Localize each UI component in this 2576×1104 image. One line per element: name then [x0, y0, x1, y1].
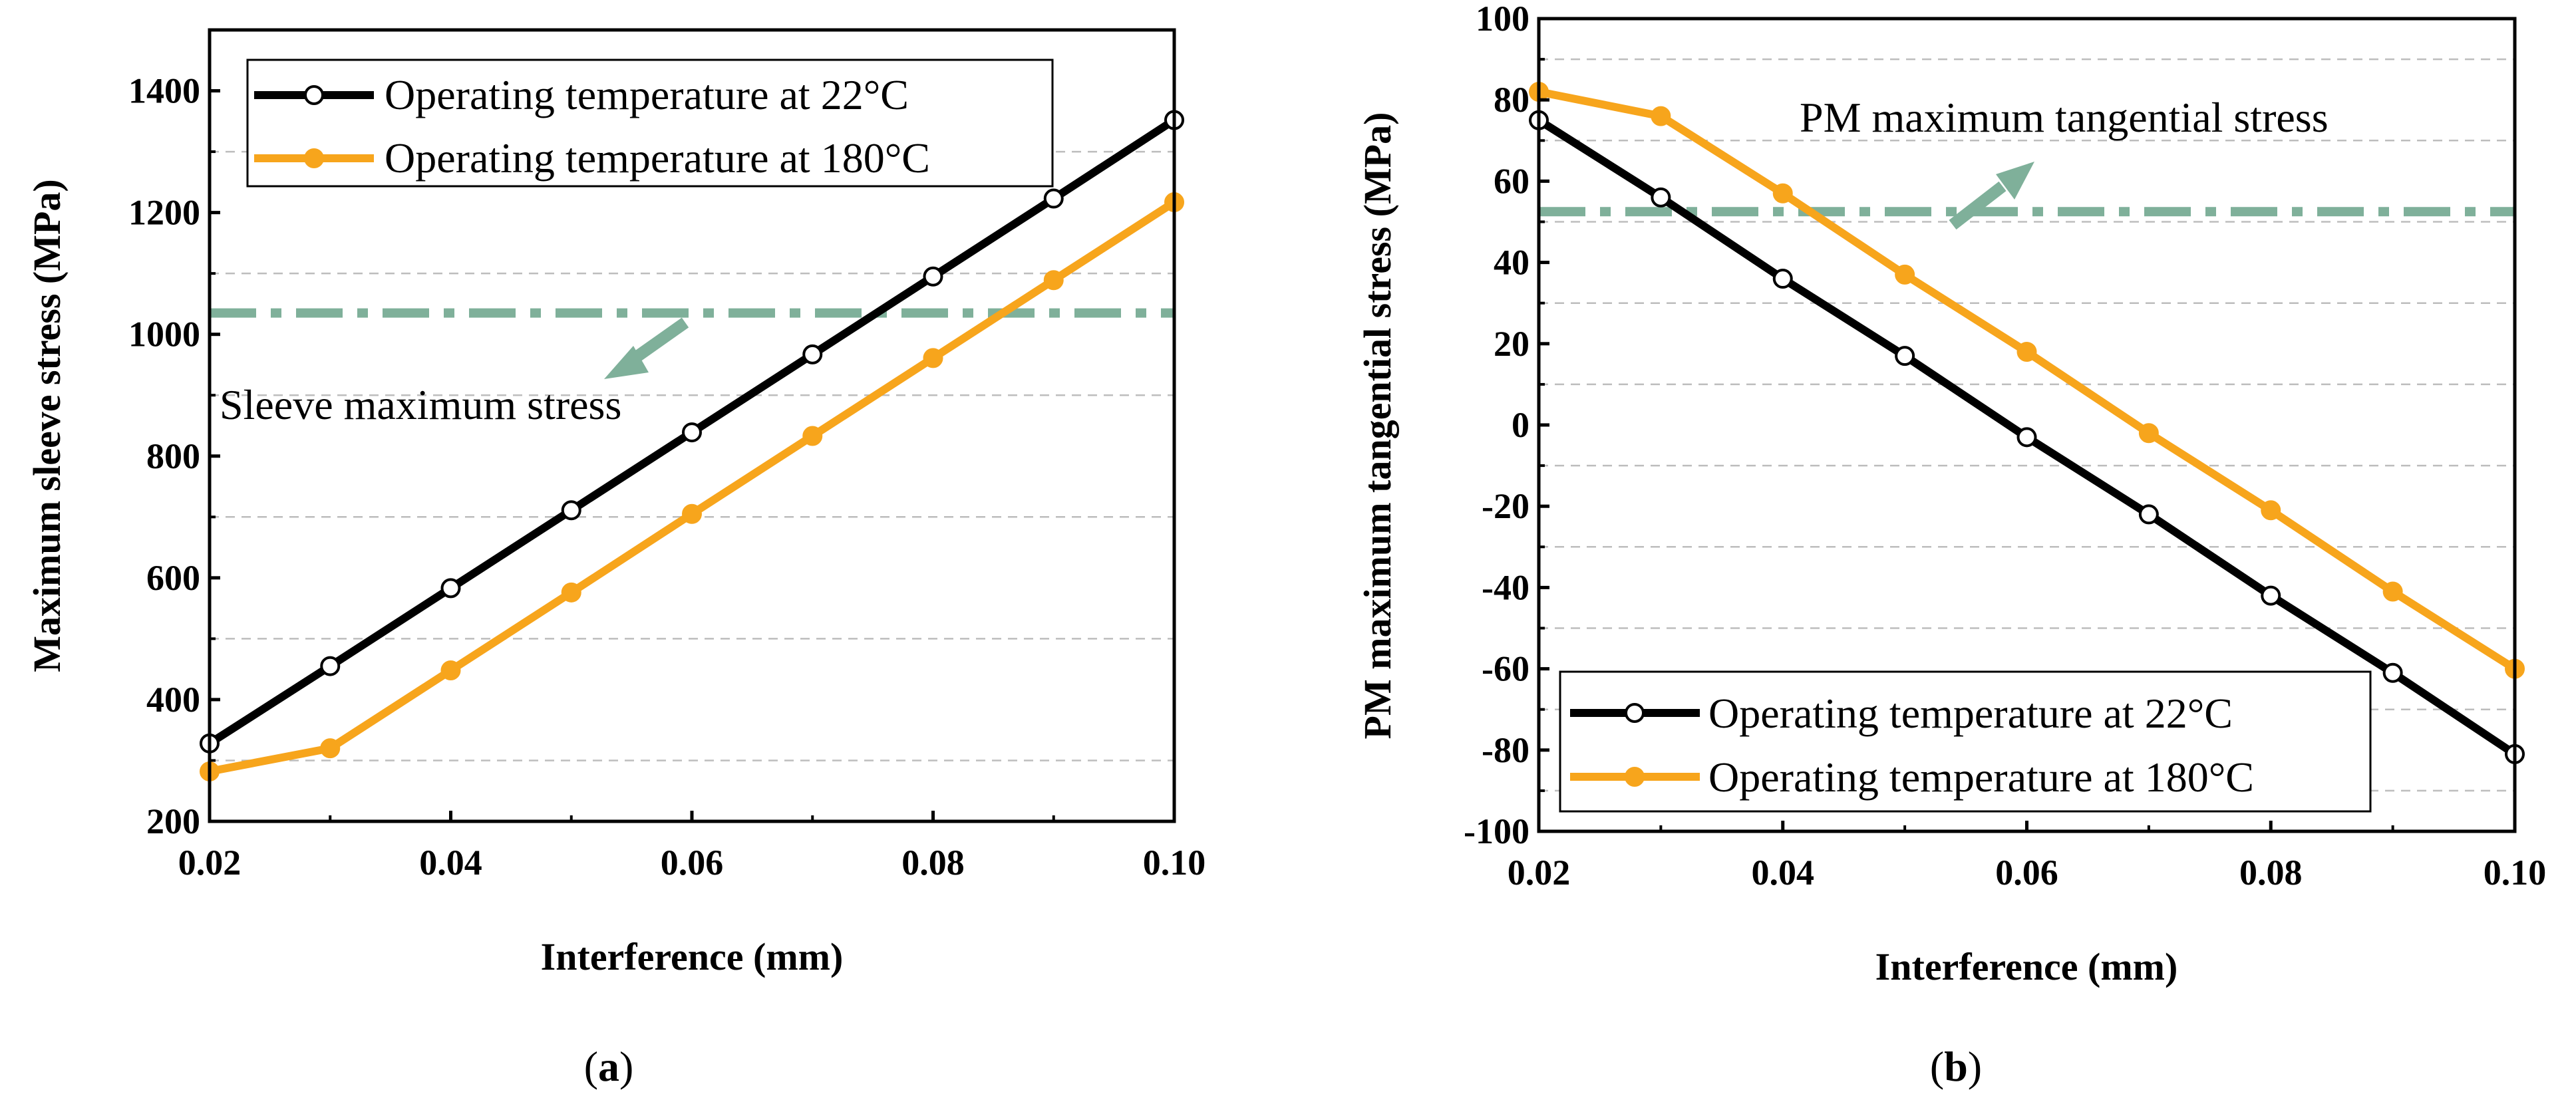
x-tick-label: 0.10	[2484, 853, 2547, 893]
y-tick-label: 1000	[128, 315, 200, 354]
y-tick-label: -40	[1482, 567, 1530, 607]
y-tick-label: -80	[1482, 730, 1530, 770]
legend-box	[1559, 670, 2372, 813]
series-group	[1529, 81, 2525, 764]
data-point	[561, 582, 581, 603]
y-tick-label: 400	[146, 680, 200, 720]
data-point	[2261, 585, 2281, 606]
y-tick-label: 0	[1512, 405, 1530, 445]
legend-item-22: Operating temperature at 22°C	[1570, 690, 2233, 737]
x-axis-title: Interference (mm)	[1875, 945, 2178, 988]
y-tick-label: 20	[1494, 324, 1530, 364]
y-tick-label: -20	[1482, 486, 1530, 526]
axis-ticks: -100 -80 -60 -40 -20 0 20 40 60 80 100 0.02 0.04 0.06…	[1464, 0, 2546, 893]
x-tick-label: 0.08	[901, 843, 965, 883]
data-point	[1043, 270, 1064, 291]
series-group	[200, 110, 1184, 781]
legend: Operating temperature at 22°C Operating …	[1559, 670, 2372, 813]
legend-box	[246, 59, 1054, 188]
threshold-label: Sleeve maximum stress	[220, 381, 621, 428]
legend-item-180: Operating temperature at 180°C	[1570, 754, 2254, 801]
legend-item-180: Operating temperature at 180°C	[254, 134, 930, 182]
data-point	[2382, 581, 2403, 602]
data-point	[2382, 662, 2403, 683]
data-point	[923, 266, 943, 287]
legend-marker-filled-circle-icon	[1625, 767, 1645, 787]
arrow-icon	[1949, 181, 2007, 230]
arrow-head-icon	[604, 346, 649, 379]
y-tick-label: 40	[1494, 243, 1530, 283]
legend-item-22: Operating temperature at 22°C	[254, 71, 909, 118]
legend-marker-filled-circle-icon	[304, 148, 324, 168]
x-axis-title: Interference (mm)	[541, 935, 844, 978]
legend-label-180: Operating temperature at 180°C	[385, 134, 930, 182]
legend-marker-open-circle-icon	[304, 85, 324, 105]
data-point	[802, 344, 823, 364]
y-axis-title: Maximum sleeve stress (MPa)	[25, 179, 69, 672]
data-point	[2138, 423, 2159, 444]
y-tick-label: 1400	[128, 71, 200, 111]
y-tick-label: 1200	[128, 193, 200, 233]
y-tick-label: -100	[1464, 811, 1530, 851]
y-axis-title: PM maximum tangential stress (MPa)	[1356, 112, 1399, 740]
legend-label-180: Operating temperature at 180°C	[1708, 754, 2254, 801]
x-tick-label: 0.04	[419, 843, 482, 883]
x-tick-label: 0.08	[2239, 853, 2303, 893]
data-point	[682, 503, 702, 524]
data-point	[2016, 427, 2037, 448]
data-point	[1043, 188, 1064, 209]
x-tick-label: 0.06	[1995, 853, 2058, 893]
data-point	[1895, 264, 1915, 285]
grid-lines	[210, 150, 1174, 761]
data-point	[802, 426, 823, 446]
data-point	[1651, 187, 1671, 207]
y-tick-label: 600	[146, 558, 200, 598]
data-point	[2016, 342, 2037, 362]
x-tick-label: 0.02	[178, 843, 242, 883]
arrow-head-icon	[1996, 162, 2034, 200]
data-point	[682, 422, 702, 443]
data-point	[440, 578, 461, 599]
threshold-annotation: PM maximum tangential stress	[1800, 94, 2329, 230]
data-point	[561, 500, 581, 521]
series-line-1	[1537, 88, 2517, 672]
data-point	[2138, 504, 2159, 525]
series-line-1	[208, 199, 1177, 775]
axis-ticks: 200 400 600 800 1000 1200 1400 0.02 0.04 0.06 0.08…	[128, 71, 1206, 883]
y-tick-label: 100	[1476, 0, 1530, 39]
legend-marker-open-circle-icon	[1625, 703, 1645, 723]
y-tick-label: 60	[1494, 161, 1530, 201]
chart-panel-a: 200 400 600 800 1000 1200 1400 0.02 0.04 0.06 0.08…	[25, 28, 1206, 1090]
y-tick-label: 800	[146, 436, 200, 476]
y-tick-label: -60	[1482, 649, 1530, 689]
chart-panel-b: -100 -80 -60 -40 -20 0 20 40 60 80 100 0.02 0.04 0.06…	[1356, 0, 2546, 1090]
x-tick-label: 0.04	[1752, 853, 1815, 893]
data-point	[440, 660, 461, 680]
threshold-annotation: Sleeve maximum stress	[220, 317, 689, 428]
legend-label-22: Operating temperature at 22°C	[385, 71, 909, 118]
data-point	[1772, 183, 1793, 204]
data-point	[923, 348, 943, 368]
panel-label-b: (b)	[1930, 1043, 1982, 1090]
x-tick-label: 0.06	[661, 843, 724, 883]
x-tick-label: 0.02	[1508, 853, 1571, 893]
data-point	[1895, 346, 1915, 366]
threshold-label: PM maximum tangential stress	[1800, 94, 2329, 141]
data-point	[1651, 106, 1671, 126]
data-point	[1772, 269, 1793, 289]
y-tick-label: 200	[146, 801, 200, 841]
data-point	[2261, 500, 2281, 521]
data-point	[320, 738, 341, 759]
y-tick-label: 80	[1494, 80, 1530, 120]
legend: Operating temperature at 22°C Operating …	[246, 59, 1054, 188]
data-point	[320, 656, 341, 676]
legend-label-22: Operating temperature at 22°C	[1708, 690, 2233, 737]
x-tick-label: 0.10	[1143, 843, 1206, 883]
panel-label-a: (a)	[584, 1043, 634, 1090]
